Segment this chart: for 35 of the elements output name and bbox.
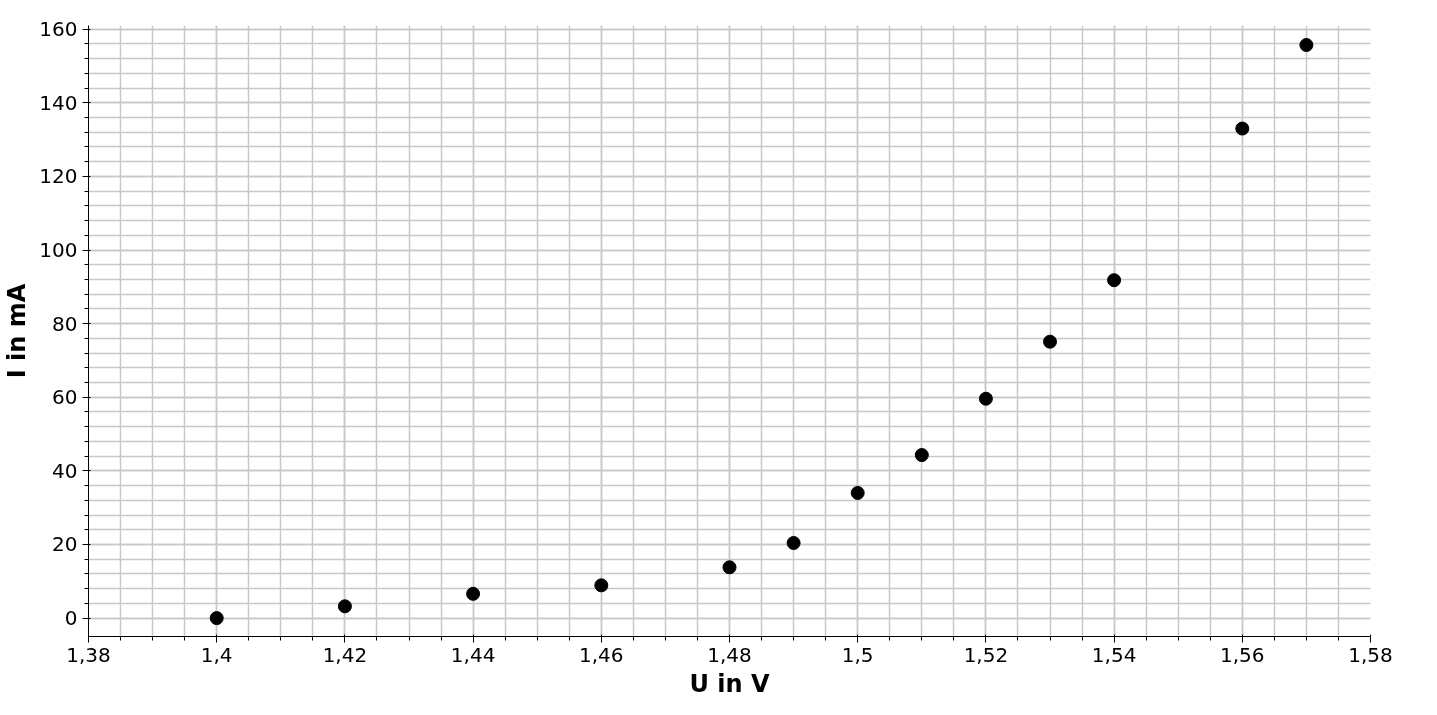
x-axis-title: U in V	[689, 669, 770, 698]
x-tick-label: 1,54	[1091, 642, 1137, 667]
x-tick-label: 1,44	[450, 642, 496, 667]
point	[786, 536, 801, 550]
y-tick-label: 140	[39, 90, 78, 115]
point	[1107, 273, 1122, 288]
x-tick-label: 1,38	[66, 642, 111, 667]
x-tick-label: 1,4	[200, 642, 233, 667]
y-tick-label: 0	[64, 606, 78, 631]
point	[1043, 334, 1057, 349]
point	[594, 578, 609, 593]
y-tick-label: 60	[52, 385, 78, 410]
y-tick-label: 100	[39, 238, 78, 263]
point	[1235, 121, 1250, 136]
x-tick-label: 1,5	[841, 642, 874, 667]
y-axis-title: I in mA	[3, 283, 32, 379]
x-tick-label: 1,56	[1220, 642, 1265, 667]
point	[978, 391, 993, 406]
y-tick-label: 40	[52, 458, 78, 483]
y-tick-label: 120	[39, 164, 78, 189]
x-tick-label: 1,42	[322, 642, 368, 667]
y-tick-label: 160	[39, 17, 78, 42]
point	[209, 611, 224, 626]
point	[1299, 38, 1314, 52]
x-tick-label: 1,52	[963, 642, 1009, 667]
y-tick-label: 80	[52, 311, 78, 336]
x-tick-label: 1,48	[707, 642, 752, 667]
point	[337, 599, 352, 614]
point	[914, 448, 929, 463]
x-tick-label: 1,46	[579, 642, 624, 667]
point	[722, 560, 737, 575]
y-tick-label: 20	[52, 532, 78, 557]
x-tick-label: 1,58	[1348, 642, 1393, 667]
point	[466, 586, 481, 601]
point	[850, 485, 865, 500]
